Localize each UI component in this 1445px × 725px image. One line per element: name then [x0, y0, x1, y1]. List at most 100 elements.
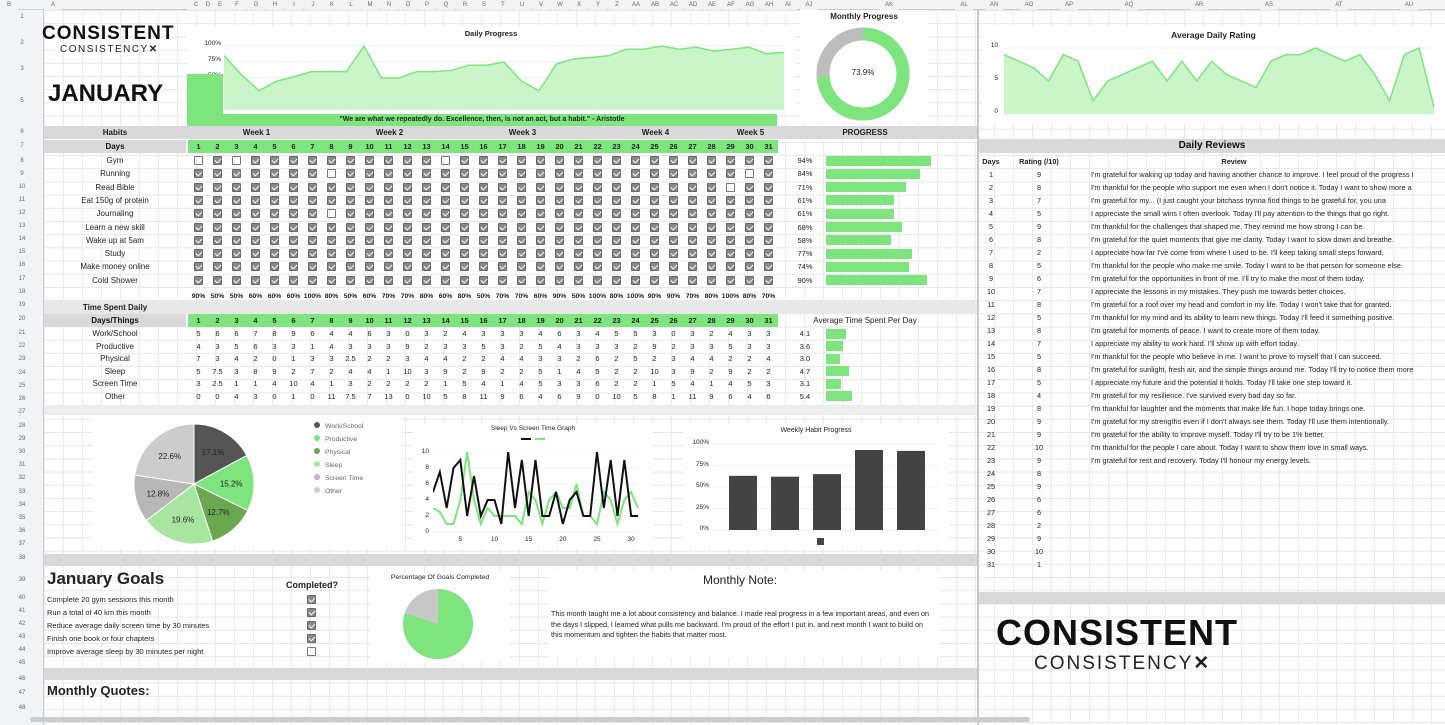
habit-checkbox[interactable] — [327, 156, 336, 165]
habit-checkbox[interactable] — [517, 195, 526, 205]
habit-checkbox[interactable] — [707, 195, 716, 205]
habit-checkbox[interactable] — [346, 275, 355, 285]
habit-checkbox[interactable] — [612, 262, 621, 272]
habit-checkbox[interactable] — [460, 156, 469, 165]
review-text[interactable]: I'm grateful for my resilience. I've sur… — [1091, 391, 1297, 400]
habit-checkbox[interactable] — [441, 222, 450, 232]
habit-checkbox[interactable] — [669, 275, 678, 285]
habit-checkbox[interactable] — [346, 195, 355, 205]
habit-checkbox[interactable] — [745, 156, 754, 165]
habit-checkbox[interactable] — [498, 209, 507, 219]
habit-checkbox[interactable] — [555, 235, 564, 245]
habit-checkbox[interactable] — [289, 169, 298, 179]
habit-checkbox[interactable] — [194, 222, 203, 232]
review-text[interactable]: I'm thankful for the people I care about… — [1091, 443, 1369, 452]
habit-checkbox[interactable] — [232, 182, 241, 192]
goal-checkbox[interactable] — [307, 621, 316, 630]
habit-checkbox[interactable] — [631, 275, 640, 285]
habit-checkbox[interactable] — [289, 275, 298, 285]
habit-checkbox[interactable] — [270, 156, 279, 165]
habit-checkbox[interactable] — [650, 209, 659, 219]
habit-checkbox[interactable] — [232, 262, 241, 272]
habit-checkbox[interactable] — [479, 169, 488, 179]
habit-checkbox[interactable] — [669, 209, 678, 219]
review-text[interactable]: I appreciate my future and the potential… — [1091, 378, 1353, 387]
habit-checkbox[interactable] — [213, 209, 222, 219]
habit-checkbox[interactable] — [422, 156, 431, 165]
habit-checkbox[interactable] — [213, 249, 222, 259]
habit-checkbox[interactable] — [479, 195, 488, 205]
habit-checkbox[interactable] — [498, 169, 507, 179]
habit-checkbox[interactable] — [593, 262, 602, 272]
habit-checkbox[interactable] — [270, 169, 279, 179]
habit-checkbox[interactable] — [441, 262, 450, 272]
review-text[interactable]: I appreciate the lessons in my mistakes.… — [1091, 287, 1346, 296]
habit-checkbox[interactable] — [555, 169, 564, 179]
habit-checkbox[interactable] — [574, 209, 583, 219]
habit-checkbox[interactable] — [251, 169, 260, 179]
habit-checkbox[interactable] — [764, 222, 773, 232]
review-text[interactable]: I'm grateful for my... (I just caught yo… — [1091, 196, 1386, 205]
goal-checkbox[interactable] — [307, 595, 316, 604]
habit-checkbox[interactable] — [517, 169, 526, 179]
habit-checkbox[interactable] — [365, 169, 374, 179]
habit-checkbox[interactable] — [270, 262, 279, 272]
habit-checkbox[interactable] — [422, 262, 431, 272]
habit-checkbox[interactable] — [764, 235, 773, 245]
habit-checkbox[interactable] — [308, 275, 317, 285]
habit-checkbox[interactable] — [365, 249, 374, 259]
habit-checkbox[interactable] — [384, 156, 393, 165]
habit-checkbox[interactable] — [726, 169, 735, 179]
habit-checkbox[interactable] — [707, 209, 716, 219]
habit-checkbox[interactable] — [631, 249, 640, 259]
review-text[interactable]: I'm grateful for a roof over my head and… — [1091, 300, 1392, 309]
habit-checkbox[interactable] — [289, 235, 298, 245]
review-text[interactable]: I'm grateful for sunlight, fresh air, an… — [1091, 365, 1414, 374]
habit-checkbox[interactable] — [308, 182, 317, 192]
habit-checkbox[interactable] — [669, 169, 678, 179]
habit-checkbox[interactable] — [650, 235, 659, 245]
habit-checkbox[interactable] — [270, 249, 279, 259]
habit-checkbox[interactable] — [403, 222, 412, 232]
habit-checkbox[interactable] — [688, 249, 697, 259]
habit-checkbox[interactable] — [232, 209, 241, 219]
habit-checkbox[interactable] — [650, 275, 659, 285]
habit-checkbox[interactable] — [745, 195, 754, 205]
habit-checkbox[interactable] — [498, 262, 507, 272]
habit-checkbox[interactable] — [232, 156, 241, 165]
review-text[interactable]: I'm thankful for laughter and the moment… — [1091, 404, 1366, 413]
habit-checkbox[interactable] — [308, 209, 317, 219]
habit-checkbox[interactable] — [213, 222, 222, 232]
habit-checkbox[interactable] — [536, 182, 545, 192]
habit-checkbox[interactable] — [194, 235, 203, 245]
habit-checkbox[interactable] — [517, 275, 526, 285]
habit-checkbox[interactable] — [289, 195, 298, 205]
habit-checkbox[interactable] — [460, 235, 469, 245]
habit-checkbox[interactable] — [688, 209, 697, 219]
habit-checkbox[interactable] — [346, 182, 355, 192]
habit-checkbox[interactable] — [441, 275, 450, 285]
habit-checkbox[interactable] — [251, 222, 260, 232]
review-text[interactable]: I'm thankful for the people who support … — [1091, 183, 1412, 192]
habit-checkbox[interactable] — [232, 249, 241, 259]
habit-checkbox[interactable] — [251, 249, 260, 259]
habit-checkbox[interactable] — [251, 262, 260, 272]
habit-checkbox[interactable] — [574, 222, 583, 232]
habit-checkbox[interactable] — [555, 156, 564, 165]
goals-completed-chart[interactable]: Percentage Of Goals Completed — [370, 572, 510, 662]
habit-checkbox[interactable] — [593, 169, 602, 179]
habit-checkbox[interactable] — [536, 275, 545, 285]
habit-checkbox[interactable] — [213, 169, 222, 179]
habit-checkbox[interactable] — [327, 275, 336, 285]
habit-checkbox[interactable] — [536, 222, 545, 232]
habit-checkbox[interactable] — [289, 182, 298, 192]
habit-checkbox[interactable] — [707, 235, 716, 245]
habit-checkbox[interactable] — [536, 249, 545, 259]
habit-checkbox[interactable] — [460, 209, 469, 219]
review-text[interactable]: I appreciate my ability to work hard. I'… — [1091, 339, 1299, 348]
habit-checkbox[interactable] — [327, 222, 336, 232]
habit-checkbox[interactable] — [669, 156, 678, 165]
habit-checkbox[interactable] — [479, 262, 488, 272]
review-text[interactable]: I'm grateful for the ability to improve … — [1091, 430, 1325, 439]
